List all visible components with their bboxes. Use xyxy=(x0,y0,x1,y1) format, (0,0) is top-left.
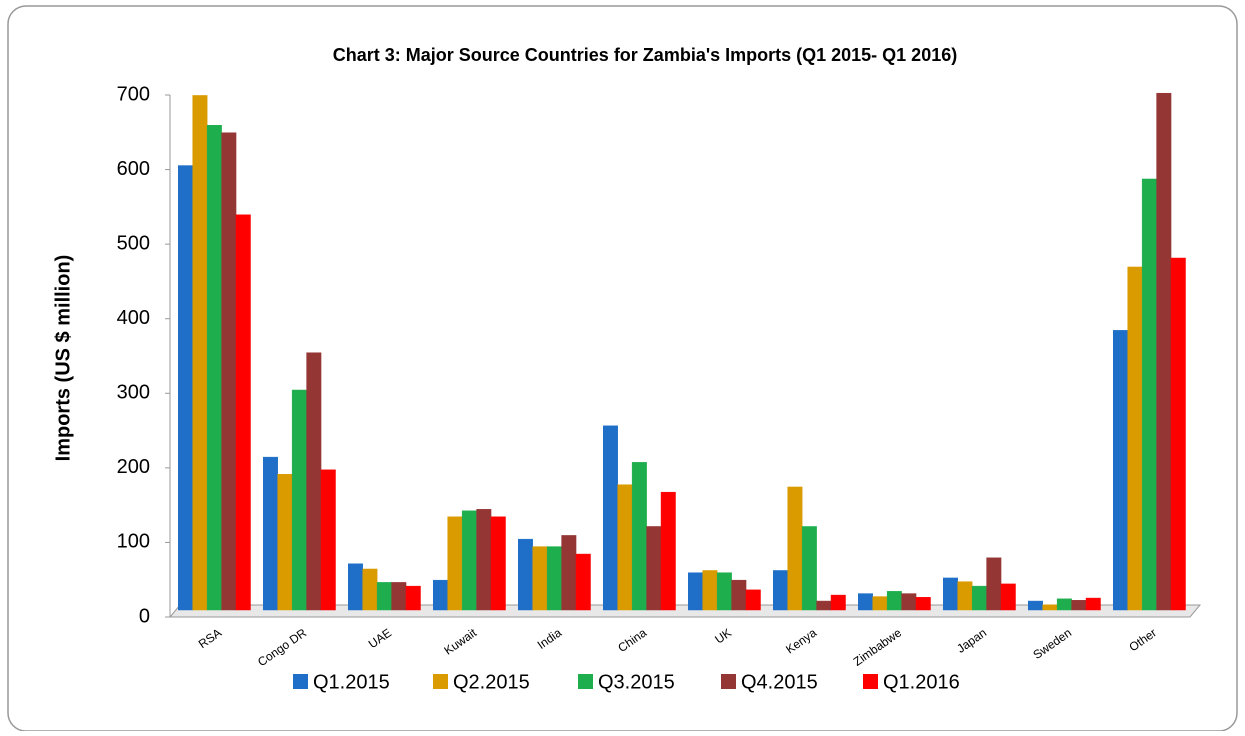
bar xyxy=(235,214,251,611)
bar xyxy=(178,165,193,611)
y-tick-label: 100 xyxy=(117,531,150,553)
legend-swatch xyxy=(433,674,448,689)
bar xyxy=(1113,330,1128,611)
bar xyxy=(957,581,973,611)
legend-label: Q3.2015 xyxy=(598,671,675,693)
bar xyxy=(447,516,463,611)
bar xyxy=(277,474,293,611)
bar xyxy=(830,594,846,611)
bar xyxy=(362,568,378,611)
bar xyxy=(986,557,1002,611)
bar xyxy=(192,95,208,611)
bar xyxy=(306,352,322,611)
bar xyxy=(546,546,562,611)
bar xyxy=(433,579,448,611)
bar xyxy=(631,462,647,611)
bar xyxy=(1000,583,1016,611)
bar xyxy=(476,509,492,611)
bar xyxy=(1071,600,1087,611)
bar xyxy=(263,456,278,611)
bar xyxy=(561,535,577,611)
bar xyxy=(461,510,477,611)
bar xyxy=(348,563,363,611)
bar xyxy=(391,582,407,611)
bar xyxy=(660,491,676,611)
bar xyxy=(886,591,902,611)
bar xyxy=(858,593,873,611)
bar xyxy=(787,486,803,611)
legend-label: Q4.2015 xyxy=(741,671,818,693)
bar xyxy=(221,132,237,611)
bar xyxy=(603,425,618,611)
bar xyxy=(1156,92,1172,611)
bar xyxy=(575,553,591,611)
bar xyxy=(291,389,307,611)
legend-swatch xyxy=(293,674,308,689)
bar xyxy=(971,585,987,611)
bar xyxy=(1127,266,1143,611)
bar xyxy=(518,538,533,611)
bar xyxy=(1056,598,1072,611)
floor xyxy=(168,604,1202,618)
bar xyxy=(816,600,832,611)
bar xyxy=(716,572,732,611)
bar xyxy=(646,526,662,611)
y-tick-label: 700 xyxy=(117,83,150,105)
bar xyxy=(872,596,888,611)
legend-label: Q1.2015 xyxy=(313,671,390,693)
y-tick-label: 600 xyxy=(117,158,150,180)
bar xyxy=(801,526,817,611)
bar xyxy=(376,582,392,611)
bar xyxy=(773,570,788,611)
bar xyxy=(688,572,703,611)
bar xyxy=(745,589,761,611)
bar xyxy=(915,597,931,611)
bar xyxy=(901,593,917,611)
legend-label: Q2.2015 xyxy=(453,671,530,693)
bar xyxy=(405,585,421,611)
bar xyxy=(1028,600,1043,611)
legend-swatch xyxy=(863,674,878,689)
bar xyxy=(206,125,222,611)
bar xyxy=(617,484,633,611)
bar xyxy=(1085,597,1101,611)
y-tick-label: 300 xyxy=(117,382,150,404)
bar xyxy=(320,469,336,611)
legend-swatch xyxy=(721,674,736,689)
bar xyxy=(1042,604,1058,611)
bar xyxy=(490,516,506,611)
bar xyxy=(943,577,958,611)
y-tick-label: 0 xyxy=(139,605,150,627)
y-tick-label: 500 xyxy=(117,232,150,254)
bar xyxy=(532,546,548,611)
bar xyxy=(702,570,718,611)
legend-swatch xyxy=(578,674,593,689)
bar xyxy=(1141,178,1157,611)
bar xyxy=(1170,257,1186,611)
y-axis-label: Imports (US $ million) xyxy=(52,255,74,462)
bar xyxy=(731,579,747,611)
legend-label: Q1.2016 xyxy=(883,671,960,693)
chart-title: Chart 3: Major Source Countries for Zamb… xyxy=(333,45,957,65)
y-tick-label: 200 xyxy=(117,456,150,478)
y-tick-label: 400 xyxy=(117,307,150,329)
